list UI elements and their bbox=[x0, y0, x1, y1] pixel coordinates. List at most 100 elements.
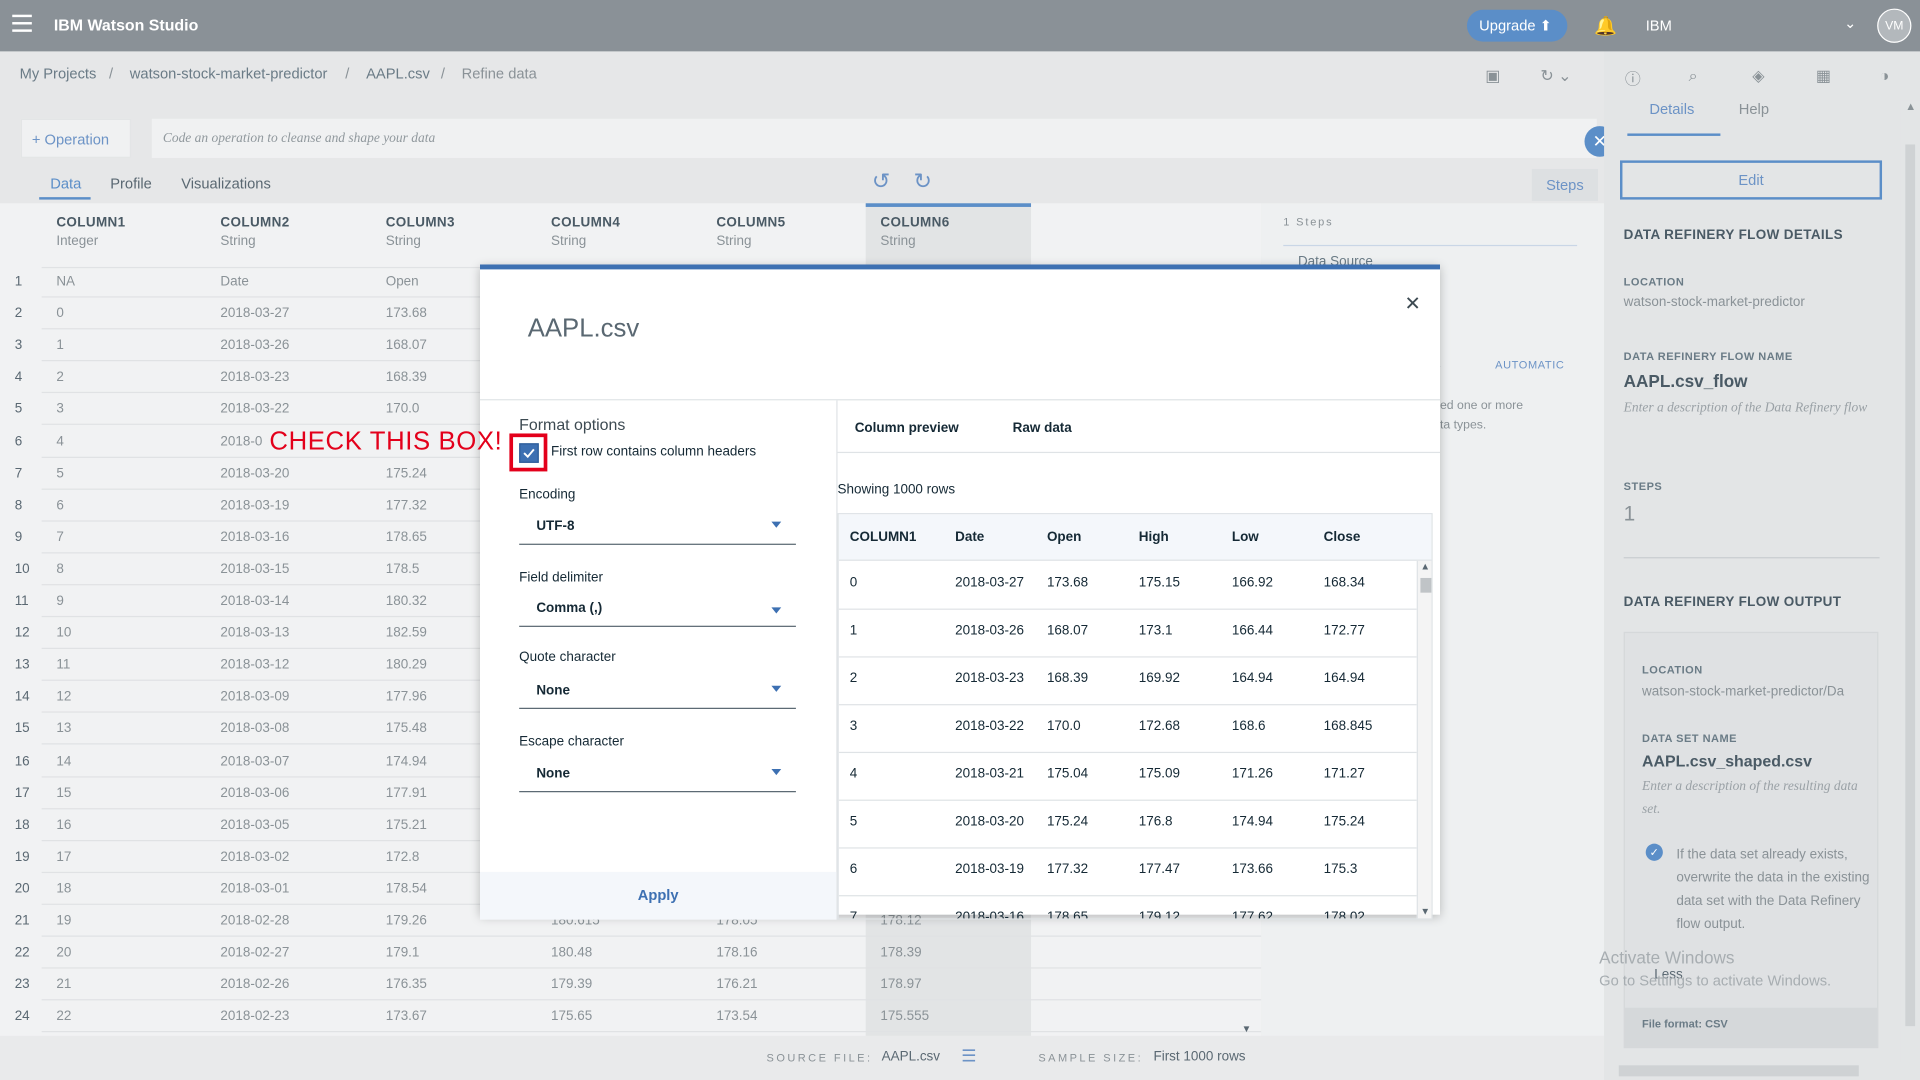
table-cell[interactable]: 2018-03-07 bbox=[220, 753, 290, 769]
escape-character-select[interactable]: None bbox=[519, 756, 796, 793]
scrollbar-thumb[interactable] bbox=[1618, 1065, 1859, 1077]
table-cell[interactable]: 175.24 bbox=[385, 466, 427, 481]
table-cell[interactable]: 2018-03-13 bbox=[220, 625, 290, 641]
account-selector[interactable]: IBM bbox=[1645, 17, 1672, 35]
table-cell[interactable]: 9 bbox=[56, 593, 64, 609]
chevron-down-icon[interactable]: ▼ bbox=[1420, 906, 1431, 918]
table-cell[interactable]: 175.21 bbox=[385, 817, 427, 833]
table-cell[interactable]: 19 bbox=[56, 913, 72, 929]
table-cell[interactable]: 173.54 bbox=[716, 1009, 758, 1025]
search-icon[interactable]: ⌕ bbox=[1688, 66, 1698, 85]
table-cell[interactable]: 2018-03-09 bbox=[220, 689, 290, 705]
column-header[interactable]: COLUMN3 String bbox=[386, 216, 455, 249]
breadcrumb-file[interactable]: AAPL.csv bbox=[366, 64, 430, 83]
tab-profile[interactable]: Profile bbox=[110, 175, 152, 193]
breadcrumb-project[interactable]: watson-stock-market-predictor bbox=[129, 64, 328, 83]
table-cell[interactable]: 1 bbox=[56, 338, 64, 353]
table-cell[interactable]: 178.54 bbox=[385, 881, 427, 897]
table-cell[interactable]: 178.12 bbox=[880, 913, 922, 929]
table-cell[interactable]: 176.35 bbox=[385, 977, 427, 993]
table-cell[interactable]: 16 bbox=[56, 817, 72, 833]
table-cell[interactable]: 180.32 bbox=[385, 593, 427, 609]
table-cell[interactable]: 2018-03-26 bbox=[220, 338, 290, 353]
vertical-scrollbar[interactable]: ▲ bbox=[1900, 100, 1920, 1063]
avatar[interactable]: VM bbox=[1877, 8, 1912, 43]
table-cell[interactable]: 172.8 bbox=[385, 849, 420, 865]
table-cell[interactable]: 5 bbox=[56, 466, 64, 481]
tag-icon[interactable]: ◈ bbox=[1752, 66, 1765, 85]
table-cell[interactable]: 178.39 bbox=[880, 945, 922, 961]
table-cell[interactable]: 2018-03-27 bbox=[220, 306, 290, 321]
table-cell[interactable]: 2018-0 bbox=[220, 434, 263, 449]
table-cell[interactable]: 177.91 bbox=[385, 785, 427, 801]
table-cell[interactable]: 182.59 bbox=[385, 625, 427, 641]
table-cell[interactable]: 15 bbox=[56, 785, 72, 801]
chevron-down-icon[interactable]: ▼ bbox=[1241, 1023, 1252, 1035]
table-cell[interactable]: 170.0 bbox=[385, 402, 420, 417]
table-cell[interactable]: 2018-03-16 bbox=[220, 529, 290, 545]
table-cell[interactable]: 173.67 bbox=[385, 1009, 427, 1025]
table-cell[interactable]: 178.97 bbox=[880, 977, 922, 993]
grid-icon[interactable]: ▦ bbox=[1815, 66, 1831, 85]
edit-button[interactable]: Edit bbox=[1620, 160, 1883, 200]
dataset-description[interactable]: Enter a description of the resulting dat… bbox=[1642, 778, 1858, 817]
tab-column-preview[interactable]: Column preview bbox=[854, 421, 959, 436]
tab-raw-data[interactable]: Raw data bbox=[1012, 421, 1072, 436]
tab-details[interactable]: Details bbox=[1649, 100, 1695, 118]
settings-sliders-icon[interactable]: ☰ bbox=[961, 1045, 977, 1066]
apply-button[interactable]: Apply bbox=[637, 886, 679, 904]
table-cell[interactable]: 176.21 bbox=[716, 977, 758, 993]
table-cell[interactable]: 2018-03-20 bbox=[220, 466, 290, 481]
table-cell[interactable]: 8 bbox=[56, 561, 64, 577]
table-cell[interactable]: 22 bbox=[56, 1009, 72, 1025]
table-cell[interactable]: 11 bbox=[56, 657, 71, 673]
upgrade-button[interactable]: Upgrade ⬆ bbox=[1466, 9, 1568, 42]
column-header[interactable]: COLUMN2 String bbox=[220, 216, 289, 249]
table-cell[interactable]: 168.07 bbox=[385, 338, 427, 353]
chevron-up-icon[interactable]: ▲ bbox=[1905, 100, 1917, 113]
table-cell[interactable]: 2018-02-28 bbox=[220, 913, 290, 929]
operation-button[interactable]: + Operation bbox=[20, 118, 132, 158]
field-delimiter-select[interactable]: Comma (,) bbox=[519, 590, 796, 627]
table-cell[interactable]: 13 bbox=[56, 721, 72, 737]
table-cell[interactable]: 2018-03-22 bbox=[220, 402, 290, 417]
scrollbar-thumb[interactable] bbox=[1905, 144, 1916, 1027]
table-cell[interactable]: 168.39 bbox=[385, 370, 427, 385]
column-header[interactable]: COLUMN4 String bbox=[551, 216, 620, 249]
table-cell[interactable]: 4 bbox=[56, 434, 64, 449]
preview-scrollbar[interactable]: ▲ ▼ bbox=[1416, 560, 1432, 919]
table-cell[interactable]: 179.39 bbox=[551, 977, 593, 993]
encoding-select[interactable]: UTF-8 bbox=[519, 508, 796, 545]
table-cell[interactable]: 18 bbox=[56, 881, 72, 897]
first-row-header-checkbox[interactable] bbox=[519, 443, 539, 463]
table-cell[interactable]: 179.26 bbox=[385, 913, 427, 929]
table-cell[interactable]: NA bbox=[56, 274, 76, 289]
table-cell[interactable]: 178.65 bbox=[385, 529, 427, 545]
table-cell[interactable]: 2018-03-02 bbox=[220, 849, 290, 865]
info-icon[interactable]: ⓘ bbox=[1624, 69, 1641, 89]
table-cell[interactable]: 6 bbox=[56, 497, 64, 513]
table-cell[interactable]: 10 bbox=[56, 625, 72, 641]
table-cell[interactable]: 178.5 bbox=[385, 561, 420, 577]
chevron-up-icon[interactable]: ▲ bbox=[1420, 560, 1431, 572]
column-header[interactable]: COLUMN5 String bbox=[716, 216, 785, 249]
redo-icon[interactable]: ↻ bbox=[913, 168, 932, 194]
table-cell[interactable]: 173.68 bbox=[385, 306, 427, 321]
flow-description[interactable]: Enter a description of the Data Refinery… bbox=[1623, 400, 1868, 416]
notifications-bell-icon[interactable]: 🔔 bbox=[1594, 15, 1618, 37]
table-cell[interactable]: Open bbox=[385, 274, 419, 289]
checkmark-icon[interactable]: ✓ bbox=[1645, 843, 1663, 861]
table-cell[interactable]: 14 bbox=[56, 753, 72, 769]
column-header[interactable]: COLUMN1 Integer bbox=[56, 216, 125, 249]
first-row-header-label[interactable]: First row contains column headers bbox=[551, 444, 757, 460]
table-cell[interactable]: 180.48 bbox=[551, 945, 593, 961]
table-cell[interactable]: 177.32 bbox=[385, 497, 427, 513]
table-cell[interactable]: 180.29 bbox=[385, 657, 427, 673]
table-cell[interactable]: 17 bbox=[56, 849, 72, 865]
tab-help[interactable]: Help bbox=[1738, 100, 1770, 118]
save-flow-icon[interactable]: ▣ bbox=[1485, 66, 1501, 85]
compass-icon[interactable]: ◑ bbox=[1879, 66, 1890, 85]
table-cell[interactable]: 20 bbox=[56, 945, 72, 961]
scrollbar-thumb[interactable] bbox=[1420, 577, 1432, 593]
table-cell[interactable]: 178.16 bbox=[716, 945, 758, 961]
